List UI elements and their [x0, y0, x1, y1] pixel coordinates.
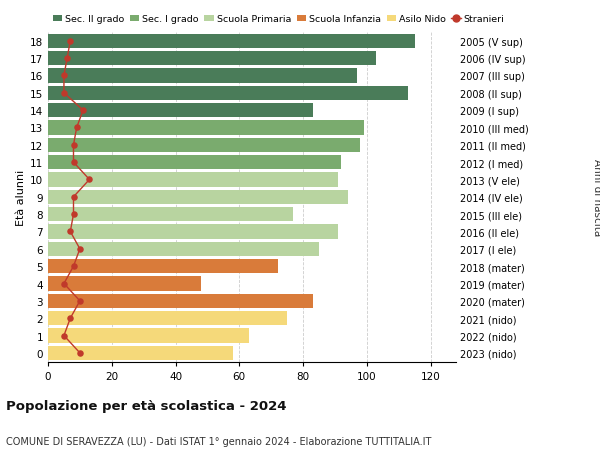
Point [59, 332, 69, 340]
Bar [48, 156, 341, 170]
Point [69, 211, 78, 218]
Bar [48, 329, 249, 343]
Bar [48, 242, 319, 257]
Bar [48, 69, 357, 84]
Text: COMUNE DI SERAVEZZA (LU) - Dati ISTAT 1° gennaio 2024 - Elaborazione TUTTITALIA.: COMUNE DI SERAVEZZA (LU) - Dati ISTAT 1°… [6, 436, 431, 446]
Point [65, 228, 75, 235]
Bar [48, 104, 313, 118]
Bar [48, 52, 376, 66]
Bar [48, 86, 408, 101]
Point [59, 73, 69, 80]
Bar [48, 138, 361, 152]
Bar [48, 34, 415, 49]
Point [75, 297, 85, 305]
Bar [48, 121, 364, 135]
Point [69, 159, 78, 167]
Text: Popolazione per età scolastica - 2024: Popolazione per età scolastica - 2024 [6, 399, 287, 412]
Bar [48, 173, 338, 187]
Point [75, 349, 85, 357]
Point [78, 107, 88, 115]
Y-axis label: Età alunni: Età alunni [16, 169, 26, 225]
Point [75, 246, 85, 253]
Legend: Sec. II grado, Sec. I grado, Scuola Primaria, Scuola Infanzia, Asilo Nido, Stran: Sec. II grado, Sec. I grado, Scuola Prim… [53, 15, 505, 24]
Point [59, 280, 69, 287]
Point [59, 90, 69, 97]
Point [62, 55, 72, 62]
Bar [48, 346, 233, 360]
Text: Anni di nascita: Anni di nascita [592, 159, 600, 236]
Bar [48, 277, 201, 291]
Bar [48, 207, 293, 222]
Point [65, 315, 75, 322]
Point [85, 176, 94, 184]
Bar [48, 311, 287, 325]
Point [72, 124, 82, 132]
Point [69, 142, 78, 149]
Bar [48, 190, 347, 204]
Point [69, 194, 78, 201]
Bar [48, 294, 313, 308]
Bar [48, 225, 338, 239]
Point [69, 263, 78, 270]
Point [65, 38, 75, 45]
Bar [48, 259, 277, 274]
